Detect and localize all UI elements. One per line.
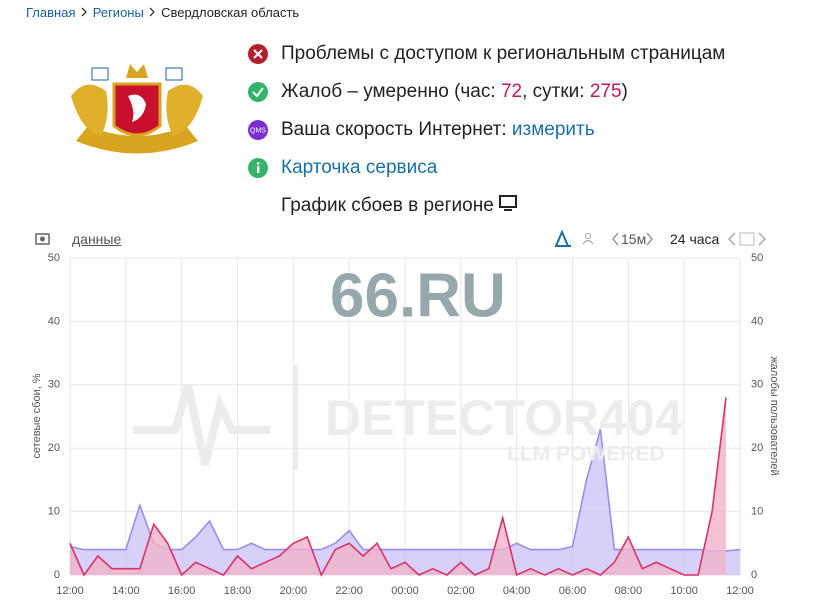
watermark: 66.RU DETECTOR404 LLM POWERED	[133, 261, 683, 470]
series-line	[69, 397, 727, 577]
coat-of-arms	[71, 64, 203, 154]
y2-tick-label: 10	[751, 506, 763, 518]
calendar-icon[interactable]	[739, 232, 755, 246]
breadcrumb-separator	[81, 7, 88, 17]
speed-link[interactable]: измерить	[511, 119, 595, 140]
x-tick-label: 14:00	[112, 585, 140, 597]
complaints-day: 275	[589, 81, 622, 102]
speed-icon-label: QMS	[250, 127, 266, 134]
interval-label[interactable]: 15м	[621, 231, 647, 247]
speed-text: Ваша скорость Интернет: измерить	[281, 119, 595, 141]
period-next[interactable]	[758, 232, 767, 246]
complaints-hour: 72	[500, 81, 523, 102]
x-tick-label: 06:00	[559, 585, 587, 597]
y2-tick-label: 50	[751, 252, 763, 264]
data-link[interactable]: данные	[72, 231, 122, 247]
graph-heading: График сбоев в регионе	[281, 195, 518, 217]
x-tick-label: 18:00	[224, 585, 252, 597]
x-tick-label: 12:00	[56, 585, 84, 597]
speed-label: Ваша скорость Интернет:	[281, 119, 507, 140]
y2-axis-title: жалобы пользователей	[768, 356, 780, 475]
area-mode-icon[interactable]	[555, 229, 571, 247]
y-tick-label: 40	[48, 315, 60, 327]
x-tick-label: 04:00	[503, 585, 531, 597]
interval-prev[interactable]	[612, 232, 619, 246]
breadcrumb-current: Свердловская область	[161, 5, 300, 20]
complaints-middle: , сутки:	[522, 81, 590, 102]
x-tick-label: 20:00	[280, 585, 308, 597]
y-tick-label: 20	[48, 442, 60, 454]
watermark-detector: DETECTOR404	[325, 390, 683, 446]
y2-tick-label: 20	[751, 442, 763, 454]
complaints-prefix: Жалоб – умеренно (час:	[281, 81, 501, 102]
x-tick-label: 02:00	[447, 585, 475, 597]
breadcrumb: Главная Регионы Свердловская область	[26, 5, 299, 20]
breadcrumb-link[interactable]: Главная	[26, 5, 76, 20]
series-area	[70, 429, 740, 575]
y-tick-label: 50	[48, 252, 60, 264]
y-tick-label: 10	[48, 506, 60, 518]
graph-title: График сбоев в регионе	[281, 195, 494, 216]
x-tick-label: 22:00	[335, 585, 363, 597]
ok-icon	[248, 82, 268, 102]
x-tick-label: 16:00	[168, 585, 196, 597]
y-axis-title: сетевые сбои, %	[31, 373, 43, 458]
info-icon	[248, 158, 268, 178]
y2-tick-label: 40	[751, 315, 763, 327]
y2-tick-label: 0	[751, 569, 757, 581]
problem-text: Проблемы с доступом к региональным стран…	[281, 43, 726, 64]
x-tick-label: 08:00	[615, 585, 643, 597]
user-icon[interactable]	[582, 233, 594, 245]
y2-tick-label: 30	[751, 379, 763, 391]
period-prev[interactable]	[727, 232, 736, 246]
breadcrumb-separator	[149, 7, 156, 17]
x-tick-label: 10:00	[670, 585, 698, 597]
x-tick-label: 00:00	[391, 585, 419, 597]
camera-icon[interactable]	[35, 233, 50, 245]
problem-icon	[248, 44, 268, 64]
breadcrumb-link[interactable]: Регионы	[92, 5, 144, 20]
watermark-icon	[133, 383, 270, 466]
monitor-icon	[499, 195, 518, 211]
interval-next[interactable]	[646, 232, 653, 246]
period-label[interactable]: 24 часа	[670, 231, 720, 247]
watermark-llm: LLM POWERED	[507, 443, 665, 466]
watermark-66: 66.RU	[330, 261, 506, 330]
complaints-text: Жалоб – умеренно (час: 72, сутки: 275)	[281, 81, 628, 103]
x-tick-label: 12:00	[726, 585, 754, 597]
plot	[69, 257, 741, 577]
y-tick-label: 0	[54, 569, 60, 581]
speed-icon: QMS	[248, 120, 268, 140]
y-tick-label: 30	[48, 379, 60, 391]
complaints-suffix: )	[621, 81, 628, 102]
card-link[interactable]: Карточка сервиса	[281, 157, 438, 178]
